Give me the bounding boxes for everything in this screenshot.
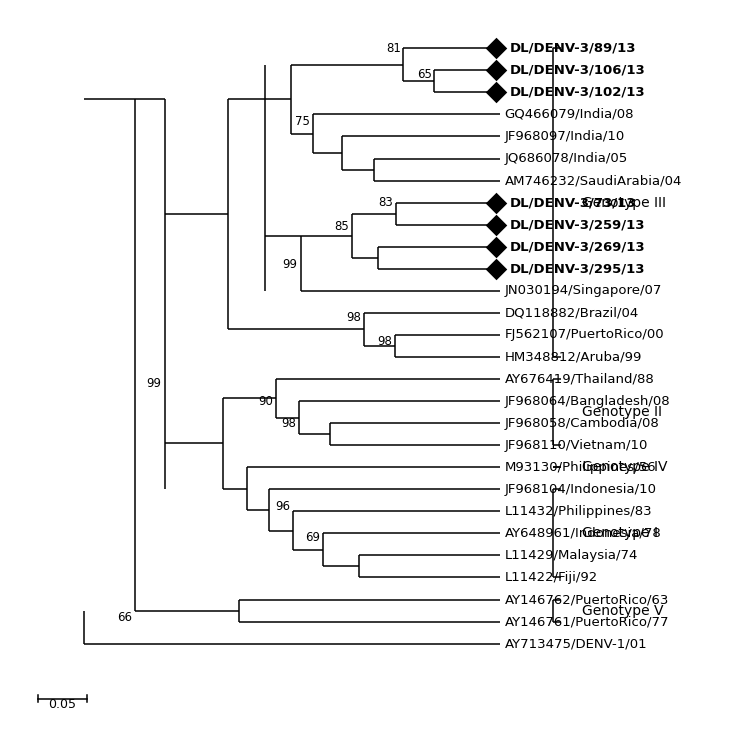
Text: 99: 99 bbox=[146, 377, 161, 390]
Text: 90: 90 bbox=[258, 394, 273, 408]
Text: FJ562107/PuertoRico/00: FJ562107/PuertoRico/00 bbox=[505, 328, 664, 342]
Text: 98: 98 bbox=[377, 335, 392, 348]
Point bbox=[490, 197, 502, 208]
Point bbox=[490, 65, 502, 77]
Text: AM746232/SaudiArabia/04: AM746232/SaudiArabia/04 bbox=[505, 174, 682, 187]
Text: L11422/Fiji/92: L11422/Fiji/92 bbox=[505, 571, 598, 584]
Text: 99: 99 bbox=[282, 258, 298, 271]
Text: 81: 81 bbox=[386, 42, 400, 54]
Text: HM348812/Aruba/99: HM348812/Aruba/99 bbox=[505, 350, 642, 364]
Text: 85: 85 bbox=[335, 220, 349, 233]
Point bbox=[490, 87, 502, 99]
Text: AY146761/PuertoRico/77: AY146761/PuertoRico/77 bbox=[505, 615, 669, 628]
Text: DL/DENV-3/269/13: DL/DENV-3/269/13 bbox=[509, 240, 645, 253]
Text: DL/DENV-3/259/13: DL/DENV-3/259/13 bbox=[509, 218, 645, 231]
Text: JF968104/Indonesia/10: JF968104/Indonesia/10 bbox=[505, 483, 657, 496]
Text: JN030194/Singapore/07: JN030194/Singapore/07 bbox=[505, 284, 662, 297]
Text: 83: 83 bbox=[378, 196, 393, 209]
Point bbox=[490, 219, 502, 230]
Text: JQ686078/India/05: JQ686078/India/05 bbox=[505, 152, 628, 165]
Text: 66: 66 bbox=[117, 611, 132, 623]
Text: L11429/Malaysia/74: L11429/Malaysia/74 bbox=[505, 549, 638, 562]
Text: 98: 98 bbox=[346, 311, 361, 324]
Text: Genotype IV: Genotype IV bbox=[583, 460, 668, 474]
Text: DQ118882/Brazil/04: DQ118882/Brazil/04 bbox=[505, 306, 639, 319]
Text: DL/DENV-3/89/13: DL/DENV-3/89/13 bbox=[509, 42, 636, 54]
Text: Genotype V: Genotype V bbox=[583, 604, 664, 618]
Text: 0.05: 0.05 bbox=[49, 698, 76, 711]
Text: DL/DENV-3/102/13: DL/DENV-3/102/13 bbox=[509, 86, 645, 99]
Text: AY146762/PuertoRico/63: AY146762/PuertoRico/63 bbox=[505, 593, 669, 606]
Text: M93130/Philippines/56: M93130/Philippines/56 bbox=[505, 461, 657, 474]
Text: DL/DENV-3/295/13: DL/DENV-3/295/13 bbox=[509, 262, 645, 275]
Text: 69: 69 bbox=[305, 531, 320, 545]
Text: Genotype III: Genotype III bbox=[583, 196, 666, 210]
Text: L11432/Philippines/83: L11432/Philippines/83 bbox=[505, 505, 652, 518]
Point bbox=[490, 43, 502, 54]
Text: 98: 98 bbox=[281, 417, 296, 430]
Text: JF968097/India/10: JF968097/India/10 bbox=[505, 130, 625, 143]
Text: DL/DENV-3/106/13: DL/DENV-3/106/13 bbox=[509, 64, 645, 77]
Text: Genotype I: Genotype I bbox=[583, 526, 658, 540]
Text: DL/DENV-3/73/13: DL/DENV-3/73/13 bbox=[509, 196, 636, 209]
Point bbox=[490, 263, 502, 275]
Text: JF968058/Cambodia/08: JF968058/Cambodia/08 bbox=[505, 417, 660, 430]
Text: AY713475/DENV-1/01: AY713475/DENV-1/01 bbox=[505, 637, 648, 650]
Text: JF968110/Vietnam/10: JF968110/Vietnam/10 bbox=[505, 439, 648, 452]
Text: JF968064/Bangladesh/08: JF968064/Bangladesh/08 bbox=[505, 394, 670, 408]
Text: AY676419/Thailand/88: AY676419/Thailand/88 bbox=[505, 372, 654, 386]
Text: 65: 65 bbox=[417, 68, 432, 81]
Text: 75: 75 bbox=[296, 115, 310, 127]
Text: 96: 96 bbox=[275, 500, 290, 514]
Text: AY648961/Indonesia/78: AY648961/Indonesia/78 bbox=[505, 527, 661, 540]
Point bbox=[490, 241, 502, 252]
Text: GQ466079/India/08: GQ466079/India/08 bbox=[505, 108, 634, 121]
Text: Genotype II: Genotype II bbox=[583, 405, 663, 419]
